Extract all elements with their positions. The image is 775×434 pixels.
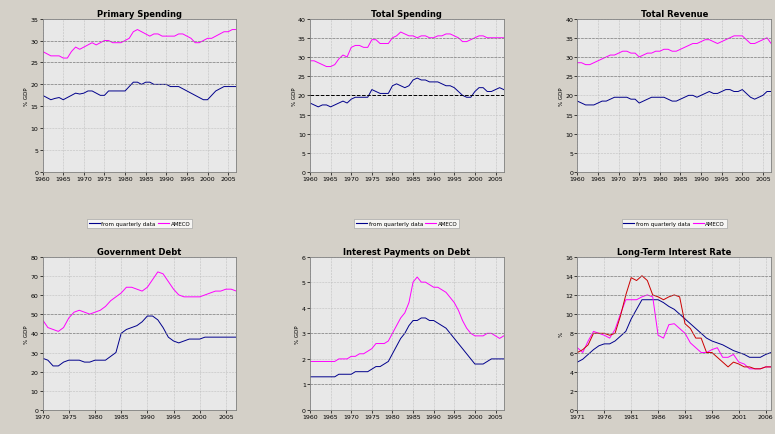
- Y-axis label: % GDP: % GDP: [559, 87, 564, 105]
- Legend: from quarterly data, AMECO: from quarterly data, AMECO: [87, 220, 192, 228]
- Title: Total Spending: Total Spending: [371, 10, 443, 19]
- Title: Primary Spending: Primary Spending: [97, 10, 182, 19]
- Title: Long-Term Interest Rate: Long-Term Interest Rate: [617, 247, 732, 256]
- Y-axis label: % GDP: % GDP: [24, 87, 29, 105]
- Y-axis label: %: %: [559, 331, 564, 336]
- Legend: from quarterly data, AMECO: from quarterly data, AMECO: [622, 220, 727, 228]
- Legend: from quarterly data, AMECO: from quarterly data, AMECO: [354, 220, 460, 228]
- Y-axis label: % GDP: % GDP: [291, 87, 297, 105]
- Y-axis label: % GDP: % GDP: [24, 324, 29, 343]
- Y-axis label: % GDP: % GDP: [295, 324, 301, 343]
- Title: Government Debt: Government Debt: [98, 247, 181, 256]
- Title: Total Revenue: Total Revenue: [641, 10, 708, 19]
- Title: Interest Payments on Debt: Interest Payments on Debt: [343, 247, 470, 256]
